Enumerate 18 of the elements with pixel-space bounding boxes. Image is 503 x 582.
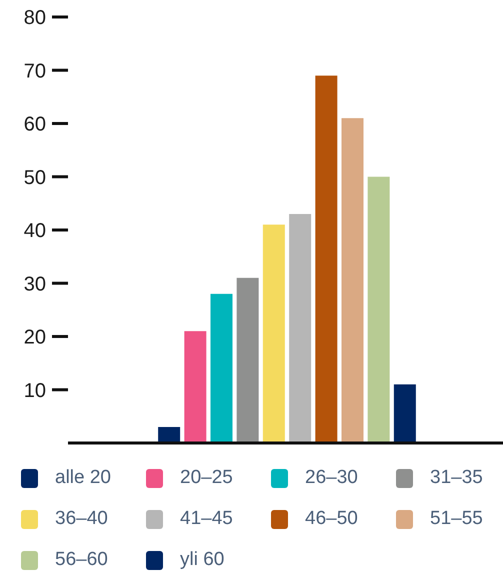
legend-label: 26–30 — [305, 467, 358, 489]
legend-label: yli 60 — [180, 549, 224, 571]
y-tick-label: 50 — [24, 166, 46, 189]
legend-label: 56–60 — [55, 549, 108, 571]
legend-label: 31–35 — [430, 467, 483, 489]
y-tick-label: 70 — [24, 60, 46, 82]
legend-label: 46–50 — [305, 508, 358, 530]
y-tick-label: 40 — [24, 220, 46, 242]
y-tick-label: 60 — [24, 114, 46, 136]
y-tick-label: 80 — [24, 7, 46, 30]
legend-label: 41–45 — [180, 508, 233, 530]
y-tick-label: 20 — [24, 326, 46, 349]
y-tick-label: 30 — [24, 273, 46, 296]
legend-label: 51–55 — [430, 508, 483, 530]
y-tick-label: 10 — [24, 380, 46, 402]
legend-label: 36–40 — [55, 508, 108, 530]
legend-label: 20–25 — [180, 467, 233, 489]
legend-label: alle 20 — [55, 467, 111, 489]
